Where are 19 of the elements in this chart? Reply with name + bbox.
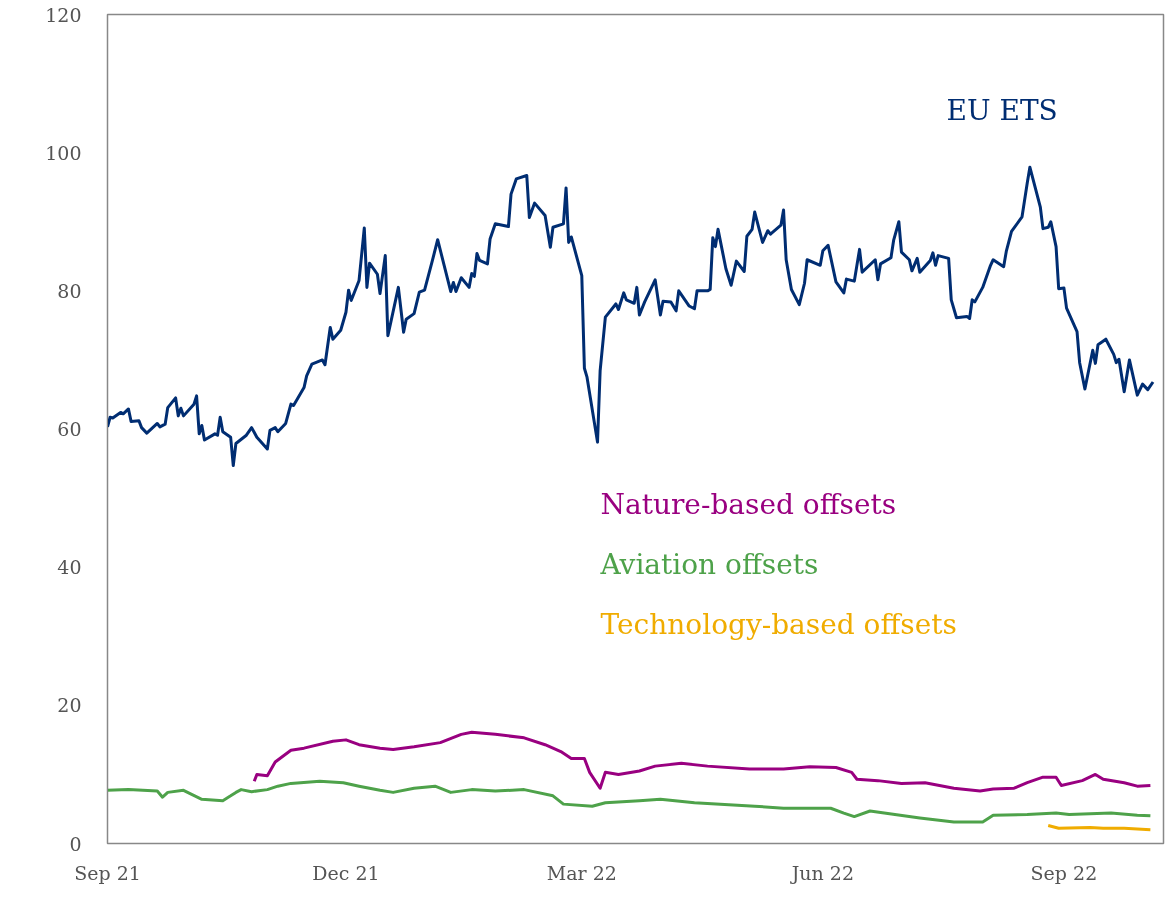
text: Technology-based offsets <box>600 607 957 641</box>
y-tick-label: 40 <box>57 556 82 579</box>
text: Nature-based offsets <box>600 487 897 521</box>
x-tick-label: Dec 21 <box>312 861 380 884</box>
text: Aviation offsets <box>599 547 819 581</box>
x-tick-label: Sep 22 <box>1030 861 1098 884</box>
series-label: EU ETS <box>946 93 1058 127</box>
y-tick-label: 60 <box>57 418 82 440</box>
y-tick-label: 120 <box>45 3 82 26</box>
x-tick-label: Jun 22 <box>789 861 855 884</box>
line-series <box>252 730 1152 793</box>
y-tick-label: 100 <box>45 141 82 164</box>
y-tick-label: 20 <box>57 694 82 717</box>
x-tick-label: Sep 21 <box>74 861 141 884</box>
line-series <box>107 779 1152 824</box>
y-tick-label: 0 <box>69 832 82 855</box>
line-series <box>107 165 1155 468</box>
x-tick-label: Mar 22 <box>546 861 617 884</box>
y-tick-label: 80 <box>57 279 82 302</box>
